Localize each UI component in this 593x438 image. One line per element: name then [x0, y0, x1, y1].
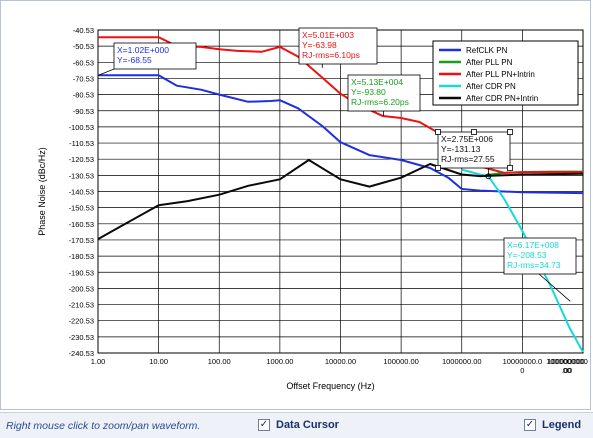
x-tick-label: 100000000. 00: [547, 357, 587, 375]
zoom-pan-hint: Right mouse click to zoom/pan waveform.: [6, 420, 201, 432]
y-tick-label: -220.53: [69, 317, 94, 326]
annotation-text: RJ-rms=27.55: [441, 154, 495, 164]
y-tick-label: -60.53: [73, 58, 94, 67]
y-tick-label: -160.53: [69, 220, 94, 229]
annotation-leader: [538, 273, 571, 302]
annotation-text: Y=-208.53: [507, 250, 547, 260]
legend-checkbox[interactable]: ✓: [524, 419, 536, 431]
annotation-text: Y=-93.80: [351, 87, 386, 97]
series-line-after-cdr-pn: [461, 168, 584, 353]
x-tick-label: 1000.00: [266, 357, 293, 366]
x-tick-label: 10000.00: [325, 357, 356, 366]
annotation-text: Y=-131.13: [441, 144, 481, 154]
y-tick-label: -240.53: [69, 349, 94, 358]
y-tick-label: -150.53: [69, 204, 94, 213]
annotation-box: [503, 237, 577, 275]
annotation-box: [298, 27, 378, 65]
y-tick-label: -170.53: [69, 236, 94, 245]
legend-entry: After CDR PN: [466, 82, 516, 91]
y-tick-label: -110.53: [69, 139, 94, 148]
y-tick-label: -70.53: [73, 74, 94, 83]
cursor-marker: [485, 173, 492, 180]
annotation-text: Y=-68.55: [117, 55, 152, 65]
annotation-text: X=2.75E+006: [441, 134, 493, 144]
annotation-text: X=6.17E+008: [507, 240, 559, 250]
annotation-box: [347, 74, 421, 112]
annotation-text: RJ-rms=34.73: [507, 260, 561, 270]
x-tick-label: 10000000.0 0: [503, 357, 543, 375]
plot-area[interactable]: -40.53 -50.53 -60.53 -70.53 -80.53 -90.53 -100…: [0, 0, 591, 410]
selection-handle: [507, 165, 513, 171]
data-cursor-label[interactable]: Data Cursor: [276, 419, 339, 431]
y-tick-label: -190.53: [69, 268, 94, 277]
annotation-text: X=5.01E+003: [302, 30, 354, 40]
x-axis-label: Offset Frequency (Hz): [286, 381, 374, 391]
status-bar: Right mouse click to zoom/pan waveform. …: [0, 412, 593, 438]
annotation-text: RJ-rms=6.20ps: [351, 97, 409, 107]
y-tick-label: -80.53: [73, 91, 94, 100]
x-tick-label: 1.00: [91, 357, 106, 366]
y-tick-label: -200.53: [69, 284, 94, 293]
legend-entry: After CDR PN+Intrin: [466, 94, 538, 103]
legend-entry: RefCLK PN: [466, 46, 508, 55]
annotation-box: [113, 42, 197, 70]
y-tick-label: -100.53: [69, 123, 94, 132]
selection-handle: [471, 129, 477, 135]
annotation-text: X=5.13E+004: [351, 77, 403, 87]
annotation-leader: [98, 68, 115, 76]
y-tick-label: -130.53: [69, 171, 94, 180]
x-tick-label: 1000000000.00: [546, 357, 588, 375]
y-tick-label: -140.53: [69, 188, 94, 197]
y-tick-label: -90.53: [73, 107, 94, 116]
legend-entry: After PLL PN+Intrin: [466, 70, 535, 79]
selection-handle: [435, 129, 441, 135]
selection-handle: [435, 165, 441, 171]
selection-handle: [507, 129, 513, 135]
phase-noise-chart[interactable]: -40.53 -50.53 -60.53 -70.53 -80.53 -90.53 -100…: [1, 1, 593, 411]
annotation-text: RJ-rms=6.10ps: [302, 50, 360, 60]
data-cursor-checkbox[interactable]: ✓: [258, 419, 270, 431]
y-tick-label: -210.53: [69, 301, 94, 310]
legend: RefCLK PN After PLL PN After PLL PN+Intrin…: [432, 40, 579, 106]
legend-entry: After PLL PN: [466, 58, 513, 67]
series-line-refclk-pn: [98, 74, 584, 195]
legend-checkbox-label[interactable]: Legend: [542, 419, 582, 431]
annotation-text: Y=-63.98: [302, 40, 337, 50]
y-tick-label: -120.53: [69, 155, 94, 164]
x-tick-label: 1000000.00: [442, 357, 482, 366]
x-tick-label: 100.00: [208, 357, 231, 366]
annotation-text: X=1.02E+000: [117, 45, 169, 55]
x-tick-label: 10.00: [149, 357, 168, 366]
y-tick-label: -180.53: [69, 252, 94, 261]
annotation-box: [437, 131, 511, 169]
y-axis-label: Phase Noise (dBc/Hz): [37, 147, 47, 236]
x-tick-label: 100000.00: [383, 357, 418, 366]
y-tick-label: -50.53: [73, 42, 94, 51]
y-tick-label: -40.53: [73, 26, 94, 35]
y-tick-label: -230.53: [69, 333, 94, 342]
